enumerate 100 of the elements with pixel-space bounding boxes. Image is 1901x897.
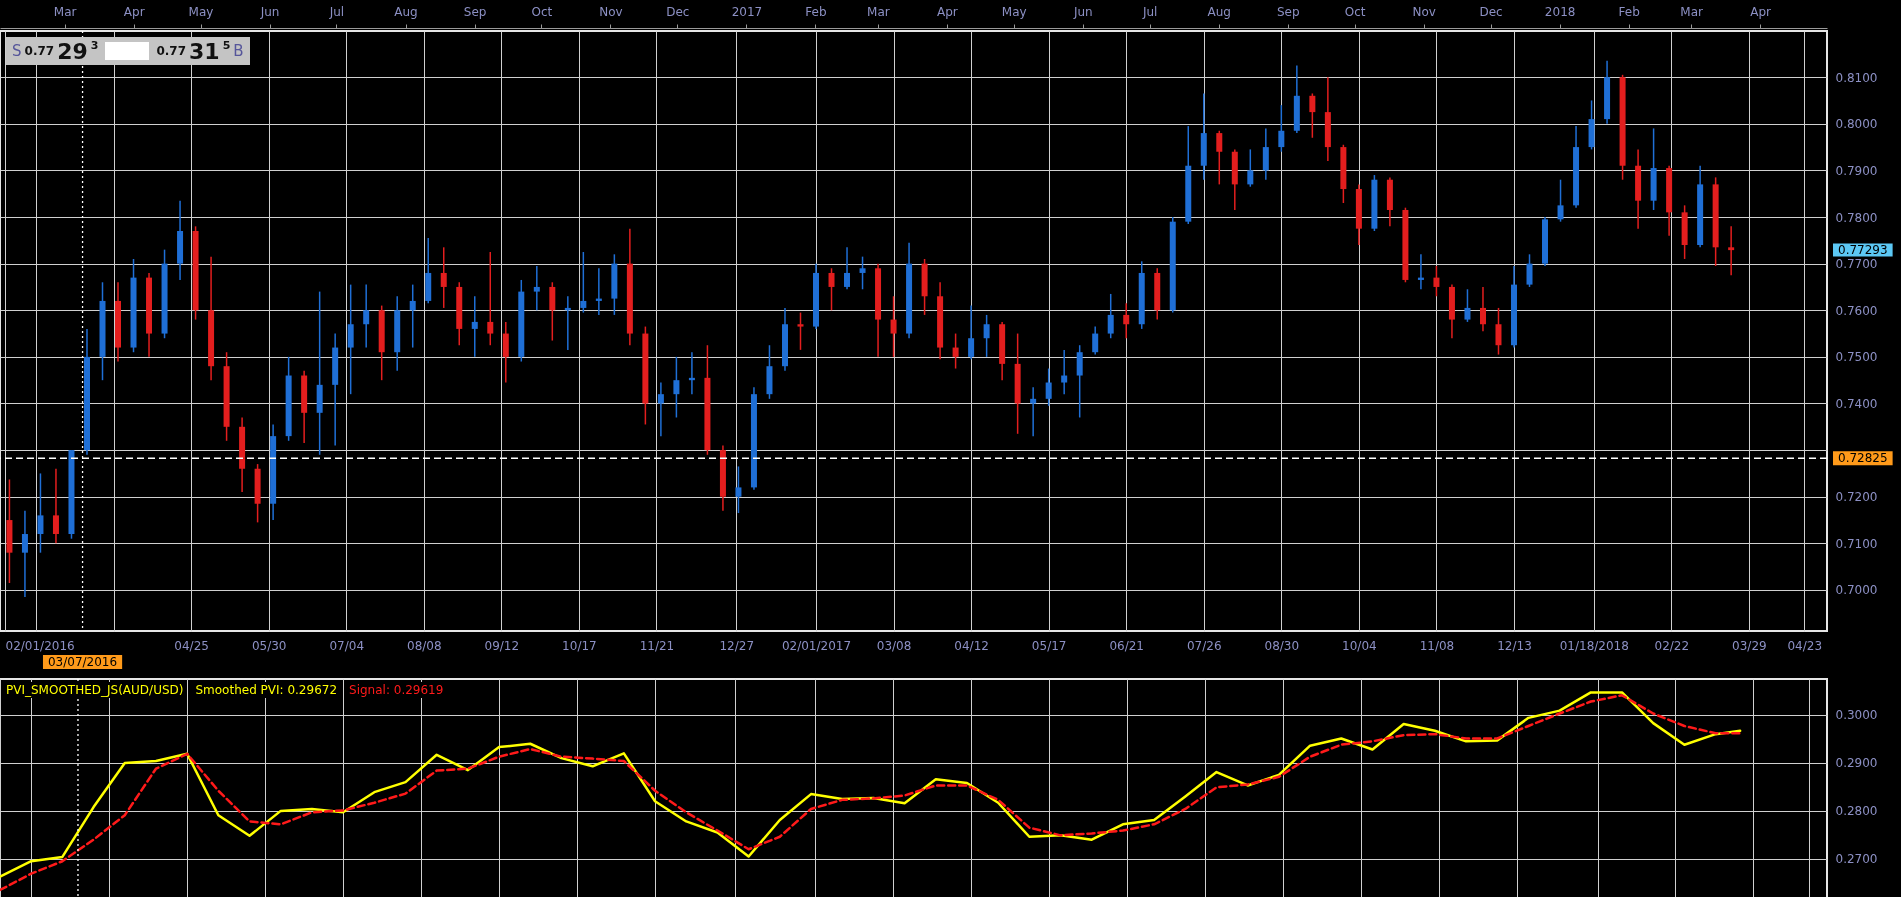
candlestick [1464,288,1471,323]
candlestick [1728,225,1735,277]
y-tick-label: 0.7400 [1835,396,1878,411]
y-tick-label: 0.8000 [1835,117,1878,132]
x-tick-label: 10/04 [1342,638,1377,653]
y-tick-label: 0.7700 [1835,257,1878,272]
x2-tick-label: Jul [1141,4,1158,19]
chart-title: PVI_SMOOTHED_JS(AUD/USD) [6,683,184,697]
x-tick-label: 07/04 [329,638,365,653]
candlestick [347,283,354,395]
candlestick [844,246,851,291]
x-tick-label: 10/17 [562,638,597,653]
x2-tick-label: Dec [1479,4,1503,19]
candlestick [1526,253,1533,288]
x-tick-label: 07/26 [1186,638,1222,653]
y-tick-label: 0.7800 [1835,210,1878,225]
candlestick [1107,293,1114,339]
annotation: 5 [222,39,231,52]
x-tick-label: 05/30 [251,638,287,653]
annotation: 29 [57,38,88,64]
x-tick-label: 01/18/2018 [1559,638,1629,653]
candlestick [1216,130,1223,186]
annotation: 0.77 [156,44,187,58]
x2-tick-label: Oct [1344,4,1366,19]
candlestick [487,251,494,346]
x2-tick-label: Oct [531,4,553,19]
candlestick [859,255,866,291]
candlestick [533,265,540,311]
annotation: S [12,42,22,60]
x2-tick-label: Jun [259,4,280,19]
x-tick-label: 08/30 [1264,638,1300,653]
x2-tick-label: Aug [394,4,418,19]
x2-tick-label: Mar [53,4,77,19]
x-tick-label: 02/01/2017 [781,638,852,653]
x2-tick-label: Aug [1207,4,1231,19]
candlestick [828,267,835,311]
candlestick [657,381,664,437]
ref-line-label: 0.72825 [1838,451,1888,466]
x2-tick-label: Sep [1277,4,1300,19]
x-tick-label: 09/12 [484,638,520,653]
candlestick [968,304,975,360]
text: Smoothed PVI: 0.29672 [195,683,338,697]
candlestick [502,321,509,384]
y-tick-label: 0.2900 [1835,756,1878,771]
candlestick [1076,344,1083,419]
x-tick-label: 03/29 [1732,638,1767,653]
candlestick [890,295,897,358]
x2-tick-label: Apr [123,4,145,19]
x-tick-label: 02/01/2016 [5,638,75,653]
y-tick-label: 0.7500 [1835,350,1878,365]
candlestick [1479,286,1486,332]
x-tick-label: 08/08 [407,638,442,653]
x2-tick-label: Feb [805,4,827,19]
y-tick-label: 0.7900 [1835,163,1878,178]
x-tick-label: 03/08 [876,638,912,653]
y-tick-label: 0.2800 [1835,804,1878,819]
x2-tick-label: Jul [328,4,345,19]
candlestick [471,295,478,358]
y-tick-label: 0.7000 [1835,583,1878,598]
candlestick [409,283,416,349]
x-tick-label: 04/25 [174,638,209,653]
x2-tick-label: May [188,4,214,19]
y-tick-label: 0.3000 [1835,708,1878,723]
text: 0.77293 [1838,242,1888,257]
candlestick [1092,325,1099,356]
x-tick-label: 12/27 [719,638,755,653]
x2-tick-label: Jun [1072,4,1093,19]
x2-tick-label: Nov [1412,4,1436,19]
y-tick-label: 0.7600 [1835,303,1878,318]
y-tick-label: 0.7100 [1835,536,1878,551]
x2-tick-label: May [1001,4,1027,19]
x2-tick-label: Apr [1750,4,1772,19]
y-tick-label: 0.7200 [1835,490,1878,505]
candlestick [1262,127,1269,181]
text: Signal: 0.29619 [349,683,444,697]
candlestick [1495,307,1502,356]
y-tick-label: 0.8100 [1835,70,1878,85]
annotation: 0.77 [24,44,55,58]
x2-tick-label: Mar [867,4,890,19]
x-tick-label: 06/21 [1109,638,1145,653]
x-tick-label: 02/22 [1654,638,1690,653]
candlestick [797,311,804,351]
x2-tick-label: Apr [937,4,958,19]
annotation: 3 [90,39,99,52]
x2-tick-label: Dec [666,4,690,19]
annotation: B [233,42,244,60]
candlestick [1123,302,1130,339]
candlestick [440,246,447,309]
x2-tick-label: Feb [1618,4,1640,19]
y-tick-label: 0.2700 [1835,852,1878,867]
x2-tick-label: Sep [463,4,487,19]
candlestick [580,251,587,314]
candlestick [1278,104,1285,153]
candlestick [37,472,44,554]
x-tick-label: 05/17 [1031,638,1067,653]
x-tick-label: 04/12 [954,638,989,653]
candlestick [673,356,680,419]
candlestick [983,314,990,358]
candlestick [52,468,59,545]
x2-tick-label: Mar [1680,4,1703,19]
